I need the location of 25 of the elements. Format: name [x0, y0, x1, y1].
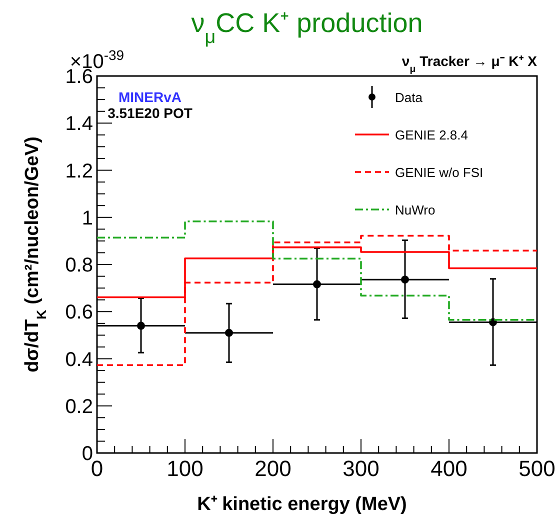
y-tick-label: 1.4	[65, 113, 93, 136]
x-tick-label: 100	[166, 456, 204, 481]
x-tick-label: 500	[518, 456, 556, 481]
point	[225, 328, 233, 337]
annotation: 3.51E20 POT	[108, 105, 193, 121]
chart-subtitle: ν$_{μ}$ Tracker → μ⁻ K⁺ X	[402, 53, 538, 74]
chart-title: ν$_{μ}$CC K⁺ production	[191, 8, 423, 48]
annotation: MINERvA	[118, 89, 182, 105]
point	[137, 322, 145, 330]
x-tick-label: 400	[430, 456, 468, 481]
legend-label: GENIE w/o FSI	[395, 165, 484, 180]
y-tick-label: 0.2	[65, 396, 93, 418]
y-tick-label: 0.8	[65, 254, 93, 276]
y-tick-label: 0.6	[65, 302, 93, 324]
y-tick-label: 0.4	[65, 348, 93, 371]
legend-label: Data	[395, 90, 424, 105]
legend-label: NuWro	[395, 202, 436, 218]
x-axis-title: K⁺ kinetic energy (MeV)	[197, 494, 407, 515]
point	[401, 276, 409, 284]
x-tick-label: 200	[254, 456, 292, 481]
y-tick-label: 1	[82, 207, 93, 230]
point	[313, 280, 321, 288]
x-tick-label: 300	[342, 456, 380, 481]
legend-label: GENIE 2.8.4	[395, 128, 468, 142]
y-tick-label: 1.2	[65, 160, 93, 182]
